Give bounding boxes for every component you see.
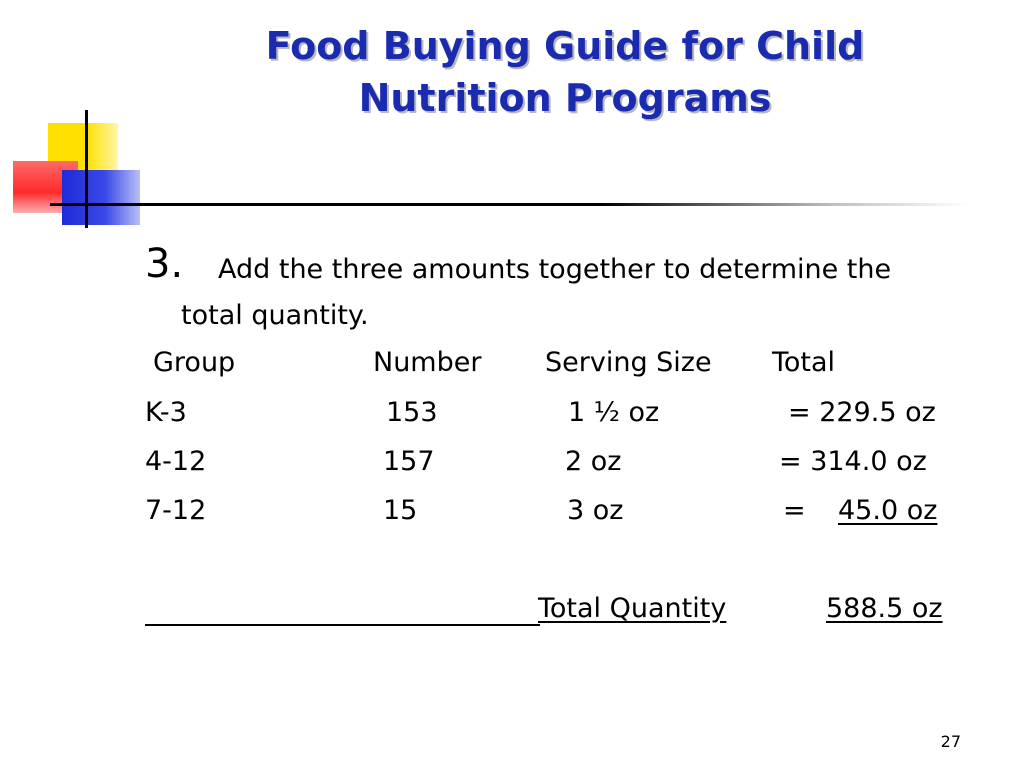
table-cell-total: = 229.5 oz (788, 397, 936, 428)
header-total: Total (772, 347, 836, 378)
table-cell-serving-size: 3 oz (567, 495, 624, 526)
table-cell-group: 4-12 (145, 446, 207, 477)
table-cell-group: 7-12 (145, 495, 207, 526)
decorative-squares (0, 0, 160, 240)
table-cell-number: 15 (383, 495, 418, 526)
total-quantity-value: 588.5 oz (826, 593, 943, 624)
title-divider-line (50, 203, 970, 206)
table-cell-total: 45.0 oz (838, 495, 938, 526)
header-group: Group (153, 347, 236, 378)
blue-square-shape (62, 170, 140, 225)
table-cell-number: 157 (383, 446, 435, 477)
title-line-1: Food Buying Guide for Child (265, 24, 865, 68)
total-quantity-label: Total Quantity (538, 593, 727, 624)
header-number: Number (373, 347, 482, 378)
total-underline-rule (145, 624, 540, 626)
table-cell-number: 153 (386, 397, 438, 428)
vertical-divider-line (85, 110, 88, 228)
header-serving-size: Serving Size (545, 347, 712, 378)
step-number: 3. (145, 241, 184, 287)
table-cell-equals: = (783, 495, 806, 526)
table-cell-group: K-3 (145, 397, 187, 428)
title-line-2: Nutrition Programs (358, 76, 772, 120)
table-cell-serving-size: 1 ½ oz (568, 397, 660, 428)
table-cell-total: = 314.0 oz (779, 446, 927, 477)
table-cell-serving-size: 2 oz (565, 446, 622, 477)
step-text-line-2: total quantity. (181, 300, 369, 331)
page-number: 27 (940, 732, 961, 751)
step-text-line-1: Add the three amounts together to determ… (218, 254, 892, 285)
slide-title: Food Buying Guide for Child Nutrition Pr… (200, 20, 930, 124)
